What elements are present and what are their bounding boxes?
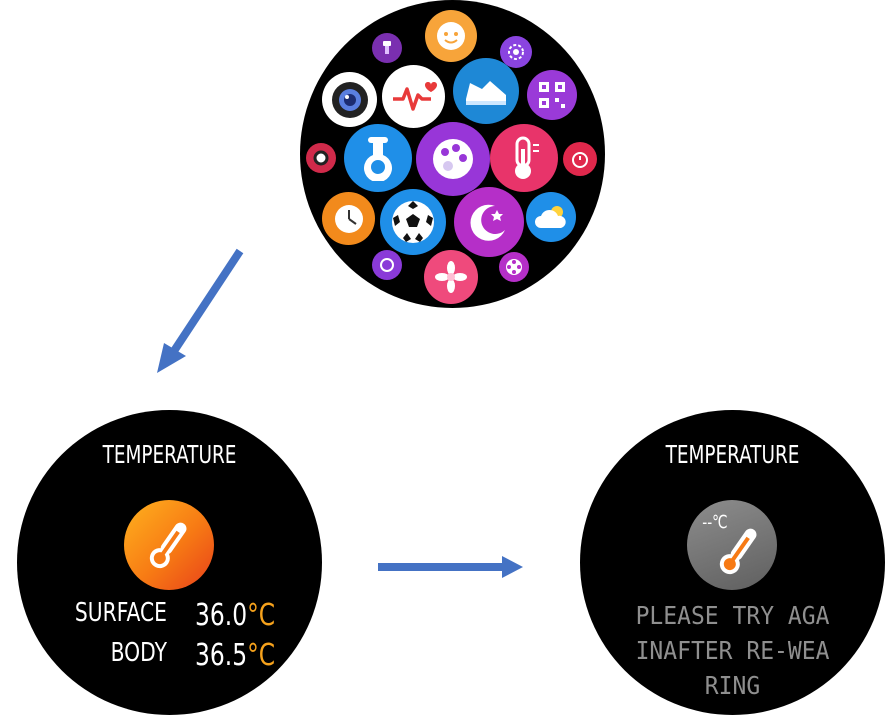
temperature-placeholder: --℃ bbox=[702, 512, 728, 533]
thermometer-icon bbox=[124, 500, 214, 590]
body-label: BODY bbox=[110, 638, 167, 668]
temperature-watch-face: TEMPERATURE SURFACE 36.0°C BODY 36.5°C bbox=[17, 410, 322, 715]
retry-message: PLEASE TRY AGA INAFTER RE-WEA RING bbox=[635, 601, 830, 700]
sleep-moon-icon[interactable] bbox=[454, 187, 524, 257]
temperature-error-watch-face: TEMPERATURE --℃ PLEASE TRY AGA INAFTER R… bbox=[580, 410, 885, 715]
app-menu-watch-face bbox=[300, 0, 605, 308]
sport-shoe-icon[interactable] bbox=[453, 58, 519, 124]
temperature-title: TEMPERATURE bbox=[102, 440, 237, 469]
alarm-clock-icon[interactable] bbox=[322, 192, 375, 245]
qr-code-icon[interactable] bbox=[527, 70, 577, 120]
stopwatch-icon[interactable] bbox=[563, 142, 597, 176]
surface-reading-row: SURFACE 36.0°C bbox=[17, 598, 322, 638]
body-unit: °C bbox=[247, 638, 276, 673]
temperature-title: TEMPERATURE bbox=[665, 440, 800, 469]
remote-icon[interactable] bbox=[306, 143, 336, 173]
football-icon[interactable] bbox=[380, 189, 446, 255]
camera-icon[interactable] bbox=[322, 72, 377, 127]
surface-unit: °C bbox=[247, 598, 276, 633]
breath-icon[interactable] bbox=[372, 250, 402, 280]
flashlight-icon[interactable] bbox=[372, 33, 402, 63]
emoji-icon[interactable] bbox=[425, 10, 477, 62]
weather-cloud-icon[interactable] bbox=[526, 192, 576, 242]
film-reel-icon[interactable] bbox=[499, 252, 529, 282]
surface-value: 36.0°C bbox=[195, 598, 276, 633]
diagonal-arrow bbox=[157, 248, 244, 373]
surface-label: SURFACE bbox=[74, 598, 167, 628]
settings-icon[interactable] bbox=[500, 36, 532, 68]
right-arrow bbox=[378, 556, 523, 578]
theme-palette-icon[interactable] bbox=[416, 122, 490, 196]
body-value: 36.5°C bbox=[195, 638, 276, 673]
heart-rate-icon[interactable] bbox=[382, 65, 445, 128]
flower-icon[interactable] bbox=[424, 250, 478, 304]
temperature-app-icon[interactable] bbox=[490, 124, 558, 192]
lab-flask-icon[interactable] bbox=[344, 124, 412, 192]
thermometer-grey-icon: --℃ bbox=[687, 500, 777, 590]
body-reading-row: BODY 36.5°C bbox=[17, 638, 322, 678]
